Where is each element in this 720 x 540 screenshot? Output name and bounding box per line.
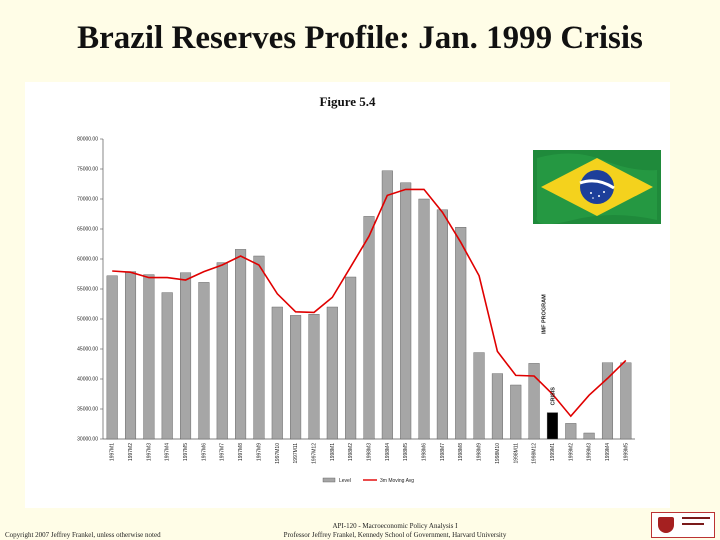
x-tick-label: 1998M8: [458, 443, 464, 461]
bar-1997M4: [161, 292, 173, 440]
x-tick-label: 1999M4: [605, 443, 611, 461]
x-tick-label: 1997M2: [128, 443, 134, 461]
bar-1999M4: [601, 362, 614, 440]
bar-1997M2: [124, 271, 137, 440]
x-tick-label: 1999M5: [623, 443, 629, 461]
x-tick-label: 1998M3: [367, 443, 373, 461]
bar-1997M5: [180, 272, 192, 440]
bar-1998M10: [491, 373, 503, 440]
course-footer-line: API-120 - Macroeconomic Policy Analysis …: [332, 522, 458, 530]
x-tick-label: 1998M7: [440, 443, 446, 461]
bar-1997M11: [290, 315, 302, 440]
figure-label: Figure 5.4: [319, 94, 376, 109]
y-tick-label: 70000.00: [77, 197, 98, 203]
x-tick-label: 1997M6: [201, 443, 207, 461]
y-tick-label: 80000.00: [77, 137, 98, 143]
bar-1999M2: [565, 423, 577, 440]
y-tick-label: 50000.00: [77, 317, 98, 323]
copyright-footer: Copyright 2007 Jeffrey Frankel, unless o…: [5, 531, 161, 539]
bar-1997M7: [216, 262, 228, 440]
bar-1998M12: [528, 363, 540, 440]
bar-1997M1: [106, 275, 118, 440]
imf-program-annotation: IMF PROGRAM: [541, 294, 547, 334]
legend-level-label: Level: [339, 478, 351, 484]
legend-avg-label: 3m Moving Avg: [380, 478, 414, 484]
x-tick-label: 1998M9: [477, 443, 483, 461]
slide-title: Brazil Reserves Profile: Jan. 1999 Crisi…: [77, 20, 643, 56]
harvard-kennedy-school-logo-icon: [651, 512, 715, 538]
bar-1999M5: [620, 362, 632, 440]
x-tick-label: 1998M2: [348, 443, 354, 461]
y-tick-label: 75000.00: [77, 167, 98, 173]
x-tick-label: 1997M10: [275, 443, 281, 464]
y-tick-label: 45000.00: [77, 347, 98, 353]
y-tick-label: 60000.00: [77, 257, 98, 263]
x-tick-label: 1997M1: [110, 443, 116, 461]
bar-1998M3: [363, 216, 375, 440]
y-tick-label: 35000.00: [77, 407, 98, 413]
bar-1998M8: [455, 226, 467, 440]
x-tick-label: 1998M12: [532, 443, 538, 464]
x-tick-label: 1999M2: [568, 443, 574, 461]
x-tick-label: 1998M4: [385, 443, 391, 461]
bar-1997M6: [198, 282, 210, 440]
moving-average-line: [112, 188, 627, 418]
x-tick-label: 1999M3: [587, 443, 593, 461]
professor-footer-line: Professor Jeffrey Frankel, Kennedy Schoo…: [283, 531, 507, 539]
x-tick-label: 1997M5: [183, 443, 189, 461]
x-tick-label: 1998M5: [403, 443, 409, 461]
x-tick-label: 1998M10: [495, 443, 501, 464]
x-tick-label: 1997M11: [293, 443, 299, 464]
bar-1999M3: [583, 432, 595, 440]
crisis-annotation: CRISIS: [550, 387, 556, 406]
bar-1999M1: [546, 412, 558, 440]
y-tick-label: 40000.00: [77, 377, 98, 383]
x-tick-label: 1997M7: [220, 443, 226, 461]
x-tick-label: 1997M9: [256, 443, 262, 461]
x-tick-label: 1997M4: [165, 443, 171, 461]
x-tick-label: 1998M1: [330, 443, 336, 461]
bar-1998M2: [345, 276, 357, 440]
x-tick-label: 1999M1: [550, 443, 556, 461]
brazil-flag-icon: [533, 150, 661, 224]
legend-level-swatch: [322, 477, 336, 483]
x-tick-label: 1998M11: [513, 443, 519, 464]
course-footer: API-120 - Macroeconomic Policy Analysis …: [250, 522, 540, 540]
x-tick-label: 1997M12: [311, 443, 317, 464]
bar-1997M3: [143, 274, 155, 440]
reserves-chart: 30000.00 35000.00 40000.00 45000.00 50000.00…: [77, 137, 635, 484]
bar-1997M8: [235, 249, 247, 440]
x-tick-label: 1997M3: [146, 443, 152, 461]
bar-1998M4: [381, 170, 393, 440]
bar-1998M7: [436, 209, 448, 440]
x-tick-label: 1998M6: [422, 443, 428, 461]
bar-1998M5: [400, 182, 412, 440]
bar-1997M12: [308, 313, 320, 440]
bar-1997M10: [271, 306, 283, 440]
bar-1998M9: [473, 352, 485, 440]
y-tick-label: 30000.00: [77, 437, 98, 443]
bar-1998M11: [510, 384, 522, 440]
bar-1998M6: [418, 198, 430, 440]
y-tick-label: 55000.00: [77, 287, 98, 293]
y-tick-label: 65000.00: [77, 227, 98, 233]
bar-1997M9: [253, 255, 265, 440]
chart-panel: Figure 5.4 30000.00 35000.00 40000.00 45000…: [25, 82, 670, 508]
x-tick-label: 1997M8: [238, 443, 244, 461]
bar-1998M1: [326, 306, 338, 440]
